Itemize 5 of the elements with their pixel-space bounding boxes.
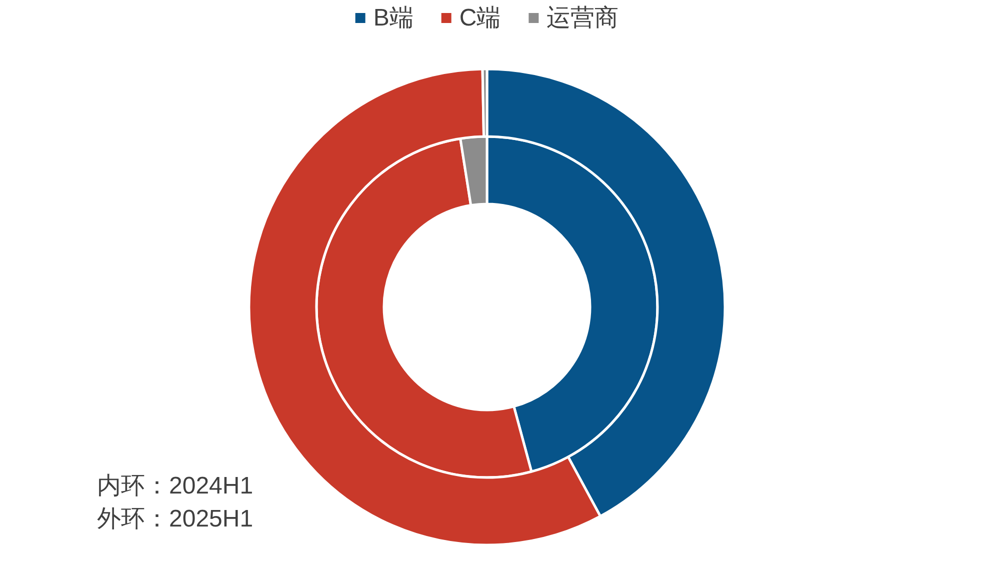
annotation: 外环：2025H1 [97, 506, 254, 532]
annotation: 内环：2024H1 [97, 472, 254, 500]
legend-label: C端 [459, 4, 501, 32]
legend-label: 运营商 [546, 4, 619, 32]
legend-label: B端 [373, 4, 414, 32]
